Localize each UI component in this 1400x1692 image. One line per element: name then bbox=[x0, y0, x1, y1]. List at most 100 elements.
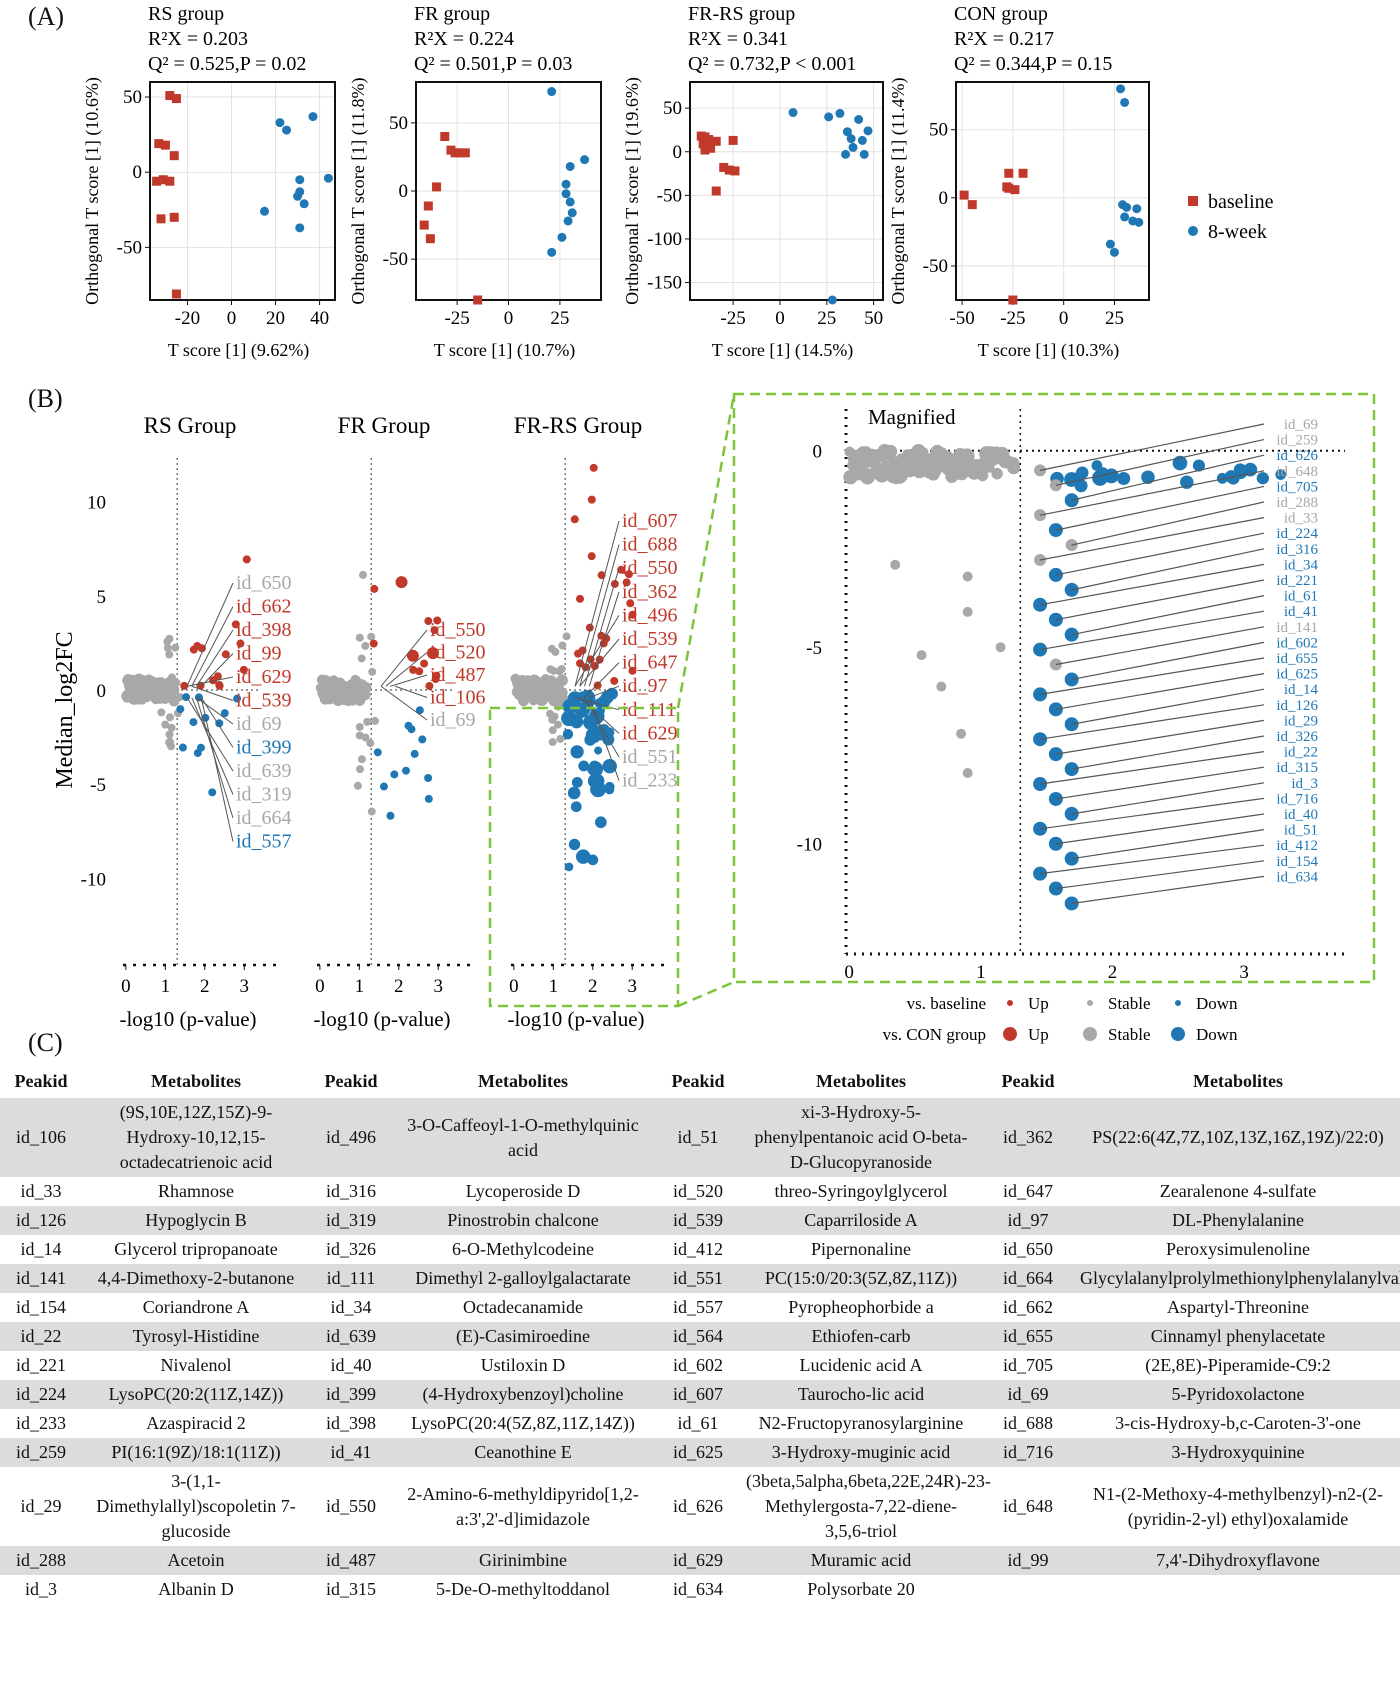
stable-point bbox=[361, 733, 370, 742]
stable-point bbox=[548, 738, 557, 747]
stable-point bbox=[368, 667, 377, 676]
baseline-point bbox=[160, 140, 170, 150]
metabolite-cell: Muramic acid bbox=[742, 1546, 980, 1575]
stable-point bbox=[370, 716, 379, 725]
legend-row-title: vs. baseline bbox=[907, 994, 986, 1013]
x-tick-label: -25 bbox=[1000, 308, 1025, 329]
legend-label: 8-week bbox=[1208, 221, 1267, 243]
up-point bbox=[587, 552, 596, 561]
metabolite-cell: (4-Hydroxybenzoyl)choline bbox=[392, 1380, 654, 1409]
y-tick-label: -150 bbox=[647, 273, 682, 294]
x-tick-label: 25 bbox=[1105, 308, 1124, 329]
x-tick-label: -25 bbox=[720, 308, 745, 329]
week8-point bbox=[563, 216, 573, 226]
y-tick-label: -50 bbox=[657, 185, 682, 206]
stable-point bbox=[551, 647, 560, 656]
point-label: id_629 bbox=[622, 722, 678, 744]
plot-title: FR Group bbox=[338, 413, 431, 438]
peakid-cell: id_662 bbox=[1002, 1297, 1053, 1317]
week8-point bbox=[824, 112, 834, 122]
down-point bbox=[402, 766, 411, 775]
week8-point bbox=[1116, 84, 1126, 94]
metabolite-cell: (3beta,5alpha,6beta,22E,24R)-23-Methyler… bbox=[746, 1471, 991, 1541]
stable-point bbox=[961, 455, 975, 468]
stable-point bbox=[339, 694, 351, 706]
x-tick-label: 0 bbox=[121, 976, 131, 997]
peakid-cell: id_61 bbox=[677, 1413, 719, 1433]
legend-dot bbox=[1175, 1000, 1181, 1006]
x-axis-label: T score [1] (14.5%) bbox=[712, 340, 854, 361]
up-point bbox=[197, 644, 206, 653]
stable-point bbox=[166, 737, 175, 746]
table-row: id_141 4,4-Dimethoxy-2-butanone id_111 Dime… bbox=[0, 1264, 1400, 1293]
legend-item-label: Down bbox=[1196, 994, 1238, 1013]
y-tick-label: 50 bbox=[929, 120, 948, 141]
down-point bbox=[1117, 471, 1131, 486]
stable-point bbox=[325, 695, 335, 705]
up-point bbox=[236, 639, 245, 648]
baseline-point bbox=[158, 175, 168, 185]
plot-stat: Q² = 0.525,P = 0.02 bbox=[148, 53, 306, 75]
metabolite-cell: N1-(2-Methoxy-4-methylbenzyl)-n2-(2-(pyr… bbox=[1093, 1483, 1383, 1529]
peakid-cell: id_51 bbox=[654, 1098, 742, 1177]
plot-stat: R²X = 0.224 bbox=[414, 28, 514, 50]
metabolite-cell: (E)-Casimiroedine bbox=[392, 1322, 654, 1351]
y-tick-label: 0 bbox=[673, 142, 683, 163]
stable-point bbox=[355, 722, 364, 731]
y-tick-label: -5 bbox=[90, 775, 106, 796]
week8-point bbox=[854, 114, 864, 124]
legend-circle bbox=[1188, 226, 1198, 236]
metabolite-cell: Ethiofen-carb bbox=[742, 1322, 980, 1351]
point-label: id_69 bbox=[430, 709, 476, 731]
baseline-point bbox=[419, 220, 429, 230]
stable-point bbox=[360, 690, 370, 700]
peakid-cell: id_399 bbox=[310, 1380, 392, 1409]
y-tick-label: 5 bbox=[97, 587, 107, 608]
label-connector bbox=[200, 653, 234, 687]
x-tick-label: 0 bbox=[315, 976, 325, 997]
peakid-cell: id_3 bbox=[24, 1579, 57, 1599]
y-axis-label: Orthogonal T score [1] (19.6%) bbox=[622, 77, 643, 305]
stable-point bbox=[367, 632, 376, 641]
label-connector bbox=[1071, 501, 1265, 546]
stable-point bbox=[980, 450, 996, 465]
baseline-point bbox=[1018, 168, 1028, 178]
peakid-cell: id_111 bbox=[310, 1264, 392, 1293]
stable-point bbox=[549, 666, 558, 675]
point-label: id_557 bbox=[236, 831, 292, 853]
point-label: id_398 bbox=[236, 619, 292, 641]
stable-point bbox=[993, 450, 1006, 464]
table-header-cell: Metabolites bbox=[1193, 1070, 1283, 1091]
baseline-point bbox=[711, 136, 721, 146]
week8-point bbox=[848, 142, 858, 152]
x-axis-label: -log10 (p-value) bbox=[313, 1007, 450, 1031]
down-point bbox=[1192, 459, 1206, 472]
up-point bbox=[369, 639, 378, 648]
stable-point bbox=[363, 717, 372, 726]
stable-point bbox=[890, 559, 901, 570]
metabolite-cell: Pyropheophorbide a bbox=[788, 1297, 934, 1317]
plot-title: Magnified bbox=[868, 405, 956, 429]
baseline-point bbox=[704, 135, 714, 145]
up-point bbox=[585, 623, 594, 632]
up-point bbox=[590, 662, 599, 671]
peakid-cell: id_33 bbox=[20, 1181, 62, 1201]
point-label: id_69 bbox=[1284, 417, 1318, 433]
baseline-point bbox=[1004, 168, 1014, 178]
x-tick-label: 3 bbox=[433, 976, 443, 997]
down-point bbox=[578, 760, 590, 772]
volcano-plot-2: FR Group 0 1 2 3 -log10 (p-value) id_550id_520… bbox=[313, 413, 485, 1031]
score-plot-4: -50 -25 0 25 -50 0 50 CON group R²X = 0.217 Q² = … bbox=[888, 3, 1150, 361]
metabolite-cell: Azaspiracid 2 bbox=[146, 1413, 246, 1433]
label-connector bbox=[196, 629, 234, 687]
table-row: id_224 LysoPC(20:2(11Z,14Z)) id_399 (4-Hydr… bbox=[0, 1380, 1400, 1409]
zoom-connector bbox=[676, 393, 736, 709]
up-point bbox=[617, 565, 626, 574]
stable-point bbox=[361, 641, 370, 650]
week8-point bbox=[295, 223, 305, 233]
week8-point bbox=[841, 149, 851, 159]
legend-b: vs. baseline Up Stable Down vs. CON group Up S… bbox=[883, 994, 1238, 1044]
label-connector bbox=[579, 544, 620, 687]
stable-point bbox=[367, 807, 376, 816]
highlight-box bbox=[488, 706, 680, 1008]
